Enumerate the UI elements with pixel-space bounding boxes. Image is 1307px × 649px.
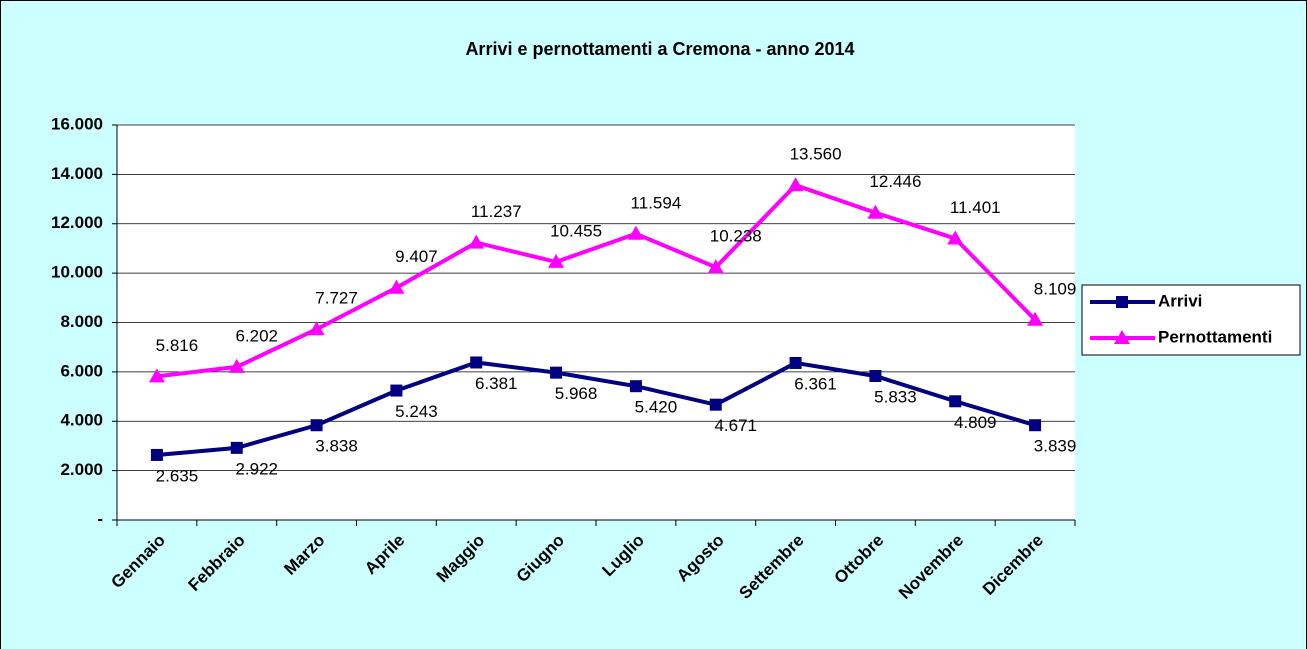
chart-title: Arrivi e pernottamenti a Cremona - anno … <box>465 39 854 59</box>
y-tick-label: 2.000 <box>60 460 103 479</box>
marker <box>787 177 804 192</box>
data-label: 6.202 <box>235 326 278 345</box>
data-label: 11.594 <box>631 193 682 212</box>
marker <box>947 230 964 245</box>
data-label: 2.922 <box>235 459 278 478</box>
marker <box>230 441 243 454</box>
y-tick-label: 4.000 <box>60 411 103 430</box>
data-label: 5.243 <box>395 402 438 421</box>
marker <box>228 358 245 373</box>
data-label: 6.381 <box>475 374 518 393</box>
data-label: 2.635 <box>156 466 199 485</box>
data-label: 7.727 <box>315 289 358 308</box>
marker <box>869 369 882 382</box>
data-label: 8.109 <box>1034 279 1077 298</box>
data-label: 9.407 <box>395 247 438 266</box>
data-label: 10.455 <box>550 221 602 240</box>
data-label: 6.361 <box>794 374 837 393</box>
marker <box>468 234 485 249</box>
marker <box>390 384 403 397</box>
series-line <box>156 360 1036 457</box>
data-label: 11.401 <box>950 198 1001 217</box>
marker <box>629 380 642 393</box>
y-tick-label: 6.000 <box>60 361 103 380</box>
marker <box>867 204 884 219</box>
data-label: 12.446 <box>869 172 921 191</box>
data-label: 3.838 <box>315 437 358 456</box>
y-tick-label: 8.000 <box>60 312 103 331</box>
y-tick-label: 12.000 <box>51 213 103 232</box>
marker <box>148 368 165 383</box>
data-label: 11.237 <box>471 202 522 221</box>
marker <box>1116 296 1128 308</box>
marker <box>388 279 405 294</box>
data-label: 4.809 <box>954 413 997 432</box>
data-label: 5.968 <box>555 384 598 403</box>
series-line <box>156 182 1037 379</box>
marker <box>150 448 163 461</box>
y-tick-label: 16.000 <box>51 114 103 133</box>
marker <box>550 366 563 379</box>
data-label: 5.420 <box>635 398 678 417</box>
marker <box>548 253 565 268</box>
data-label: 3.839 <box>1034 437 1077 456</box>
legend-label: Arrivi <box>1158 291 1202 310</box>
marker <box>709 398 722 411</box>
marker <box>1114 330 1130 344</box>
marker <box>310 419 323 432</box>
data-label: 5.833 <box>874 387 917 406</box>
data-label: 10.238 <box>710 227 762 246</box>
marker <box>949 395 962 408</box>
marker <box>789 356 802 369</box>
y-tick-label: - <box>97 509 103 528</box>
marker <box>308 321 325 336</box>
y-tick-label: 14.000 <box>51 164 103 183</box>
y-tick-label: 10.000 <box>51 263 103 282</box>
legend-label: Pernottamenti <box>1158 327 1272 346</box>
data-label: 13.560 <box>790 145 842 164</box>
marker <box>1029 419 1042 432</box>
marker <box>627 225 644 240</box>
marker <box>470 356 483 369</box>
marker <box>1027 311 1044 326</box>
data-label: 5.816 <box>156 336 199 355</box>
marker <box>707 259 724 274</box>
data-label: 4.671 <box>714 416 757 435</box>
